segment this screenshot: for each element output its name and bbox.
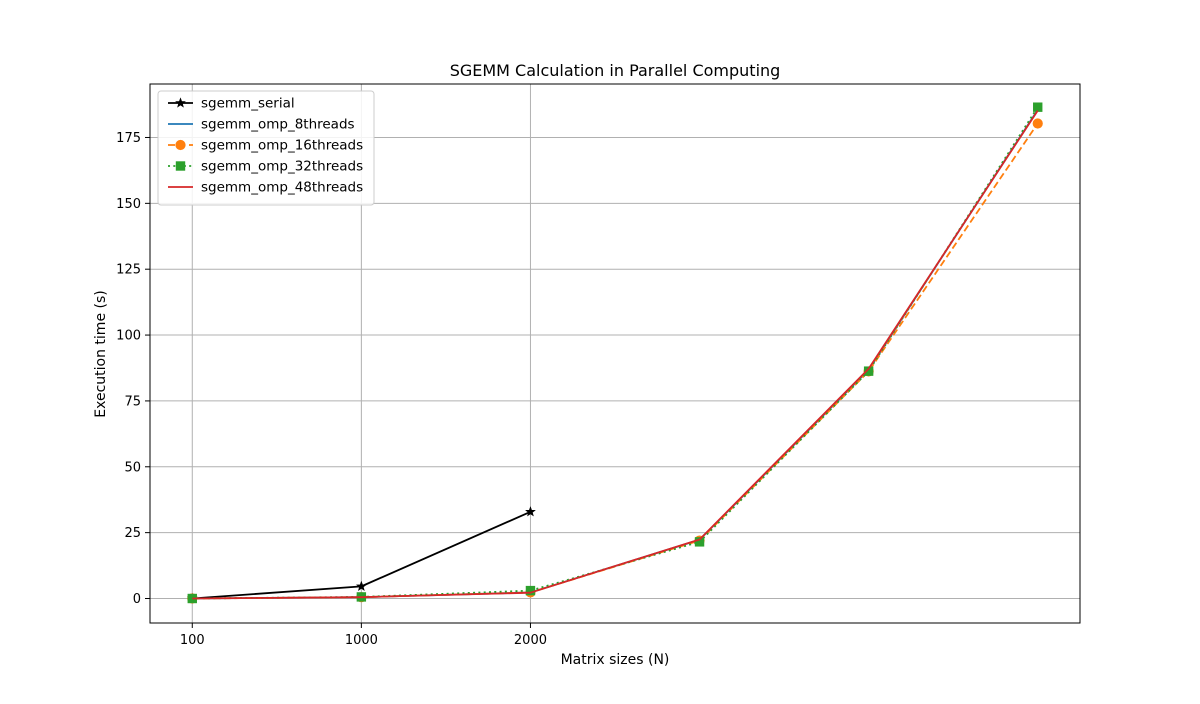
legend-item: sgemm_omp_32threads (168, 159, 363, 175)
y-tick-label: 25 (124, 526, 141, 541)
legend-marker (175, 97, 186, 108)
legend-item: sgemm_serial (168, 96, 295, 112)
y-tick-label: 50 (124, 460, 141, 475)
series-layer (186, 102, 1043, 604)
chart-title: SGEMM Calculation in Parallel Computing (450, 61, 781, 80)
data-point (1033, 102, 1043, 112)
x-tick-label: 1000 (345, 633, 378, 648)
legend-frame (157, 90, 375, 206)
y-axis-label: Execution time (s) (93, 290, 109, 417)
legend-label: sgemm_omp_16threads (201, 138, 363, 154)
y-tick-label: 175 (116, 131, 141, 146)
legend-label: sgemm_serial (201, 96, 295, 112)
x-axis-label: Matrix sizes (N) (561, 652, 670, 668)
y-tick-label: 0 (133, 592, 141, 607)
tick-layer: 100 1000 2000 0 25 50 75 100 125 150 175 (116, 131, 547, 648)
legend-item: sgemm_omp_16threads (168, 138, 363, 154)
data-point (863, 366, 874, 376)
legend: sgemm_serial sgemm_omp_8threads sgemm_omp_… (157, 90, 375, 206)
legend-marker (175, 161, 186, 171)
plot-frame (149, 83, 1081, 624)
series-line (192, 110, 1039, 600)
y-tick-label: 125 (116, 263, 141, 278)
legend-label: sgemm_omp_8threads (201, 117, 355, 133)
legend-marker (175, 139, 186, 151)
y-tick-label: 150 (116, 197, 141, 212)
y-tick-label: 75 (124, 394, 141, 409)
legend-label: sgemm_omp_32threads (201, 159, 363, 175)
data-point (355, 580, 367, 591)
x-tick-label: 2000 (514, 633, 547, 648)
series-sgemm_omp_48threads (192, 110, 1039, 600)
legend-label: sgemm_omp_48threads (201, 180, 363, 196)
y-tick-label: 100 (116, 329, 141, 344)
x-tick-label: 100 (180, 633, 205, 648)
data-point (694, 537, 705, 547)
data-point (525, 506, 536, 517)
legend-item: sgemm_omp_48threads (168, 180, 363, 196)
legend-item: sgemm_omp_8threads (168, 117, 355, 133)
data-point (1032, 118, 1043, 129)
